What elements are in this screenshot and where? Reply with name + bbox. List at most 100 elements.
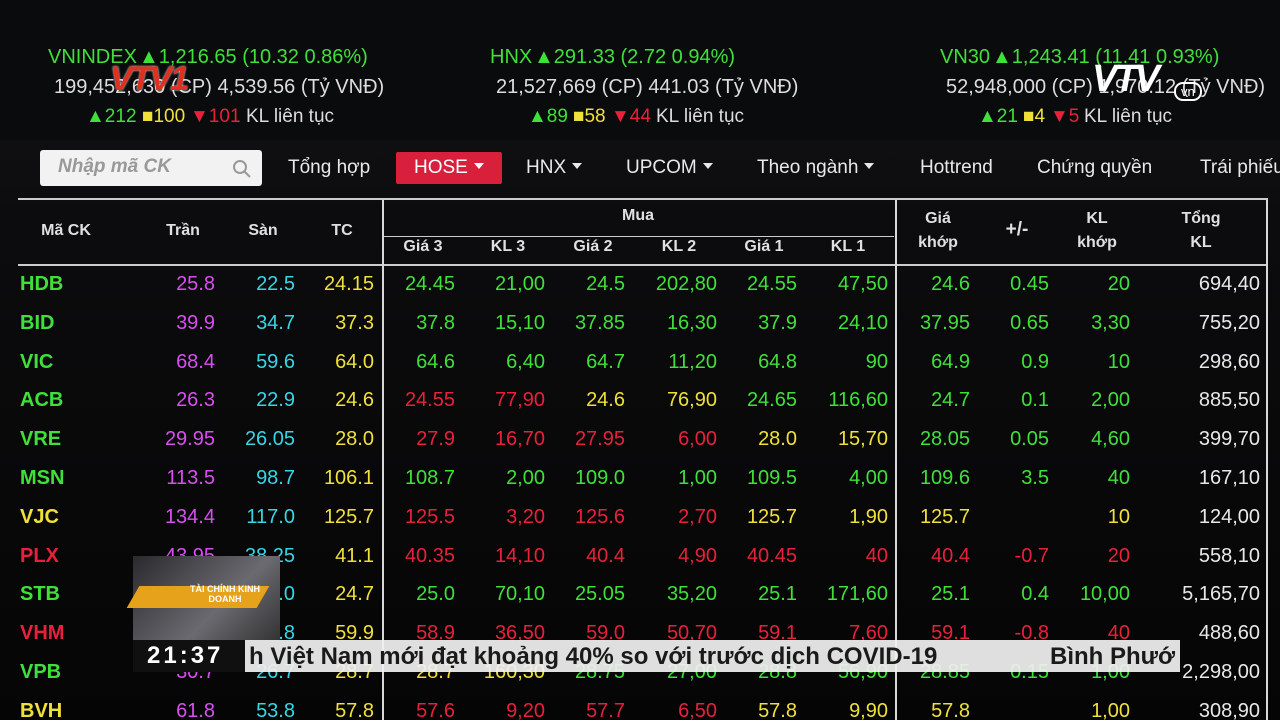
- cell: 5,165,70: [1182, 583, 1260, 606]
- index-bar: [0, 0, 1280, 140]
- index-down: ▼5: [1050, 106, 1080, 127]
- ticker: MSN: [20, 467, 65, 489]
- cell: 108.7: [404, 467, 455, 489]
- index-label: KL liên tục: [1084, 106, 1173, 127]
- headline: h Việt Nam mới đạt khoảng 40% so với trư…: [249, 643, 938, 670]
- tab[interactable]: Theo ngành: [757, 152, 874, 184]
- cell: 2,00: [1091, 389, 1130, 412]
- cell: 64.8: [758, 350, 797, 373]
- cell: 21,00: [494, 273, 545, 295]
- ticker: HDB: [20, 273, 64, 295]
- cell: 24.5: [586, 273, 625, 295]
- ticker: VJC: [20, 505, 59, 528]
- cell: 24.6: [931, 273, 970, 295]
- cell: 4,60: [1091, 428, 1130, 451]
- cell: 76,90: [666, 389, 717, 412]
- tab[interactable]: HNX: [526, 152, 582, 184]
- column-header: Sàn: [248, 222, 278, 239]
- cell: 694,40: [1198, 273, 1260, 295]
- cell: 116,60: [828, 389, 888, 412]
- cell: 171,60: [826, 583, 888, 606]
- cell: 37.8: [416, 311, 455, 334]
- cell: 24.55: [746, 273, 797, 295]
- ticker: PLX: [20, 544, 59, 567]
- cell: 59.6: [256, 350, 295, 373]
- tab[interactable]: UPCOM: [626, 152, 713, 184]
- cell: 29.95: [164, 428, 215, 451]
- cell: 6,40: [506, 350, 545, 373]
- ticker: VPB: [20, 661, 62, 683]
- cell: 90: [865, 350, 888, 373]
- column-header: Mã CK: [41, 222, 91, 239]
- cell: 885,50: [1198, 389, 1260, 412]
- cell: 20: [1107, 273, 1130, 295]
- group-divider: [384, 236, 894, 237]
- column-header: KL 3: [490, 238, 526, 255]
- cell: 125.6: [574, 505, 625, 528]
- cell: 24.55: [404, 389, 455, 412]
- search-box[interactable]: Nhập mã CK: [40, 150, 262, 186]
- cell: 25.05: [574, 583, 625, 606]
- cell: 77,90: [494, 389, 545, 412]
- cell: 22.9: [256, 389, 295, 412]
- tab[interactable]: Tổng hợp: [288, 157, 371, 178]
- cell: 6,50: [678, 699, 717, 720]
- cell: 0.45: [1010, 273, 1049, 295]
- cell: 0.05: [1010, 428, 1049, 451]
- cell: 57.7: [586, 699, 625, 720]
- program-graphic: TÀI CHÍNH KINH DOANH: [126, 556, 280, 640]
- index-volume: 52,948,000 (CP) 1,970.12 (Tỷ VNĐ): [946, 76, 1266, 98]
- tab[interactable]: HOSE: [396, 152, 502, 184]
- cell: 106.1: [323, 467, 374, 489]
- tab[interactable]: Hottrend: [920, 157, 993, 178]
- index-up: ▲21: [978, 106, 1018, 127]
- cell: 4,00: [849, 467, 888, 489]
- cell: 37.9: [758, 311, 797, 334]
- cell: 40.4: [586, 544, 625, 567]
- cell: 59.0: [586, 622, 625, 645]
- cell: 25.1: [931, 583, 970, 606]
- index-change: ▲291.33 (2.72 0.94%): [534, 46, 736, 68]
- group-header: Mua: [622, 207, 654, 224]
- cell: 24.7: [335, 583, 374, 606]
- cell: -0.7: [1014, 544, 1049, 567]
- cell: 10,00: [1079, 583, 1130, 606]
- cell: 109.5: [746, 467, 797, 489]
- clock-box: 21:37: [133, 640, 245, 672]
- tab[interactable]: Trái phiếu: [1200, 157, 1280, 178]
- column-header: TC: [331, 222, 353, 239]
- cell: 0.1: [1021, 389, 1049, 412]
- table-top-border: [18, 198, 1268, 200]
- cell: 34.7: [256, 311, 295, 334]
- cell: 64.7: [586, 350, 625, 373]
- cell: 15,70: [837, 428, 888, 451]
- cell: 124,00: [1198, 505, 1260, 528]
- cell: 125.7: [919, 505, 970, 528]
- cell: 47,50: [837, 273, 888, 295]
- search-icon: [233, 160, 251, 178]
- cell: 0.4: [1021, 583, 1049, 606]
- cell: 15,10: [494, 311, 545, 334]
- tab[interactable]: Chứng quyền: [1037, 157, 1153, 178]
- column-divider: [382, 200, 384, 720]
- cell: 20: [1107, 544, 1130, 567]
- cell: 16,70: [494, 428, 545, 451]
- cell: 59.9: [335, 622, 374, 645]
- cell: 22.5: [256, 273, 295, 295]
- column-divider: [895, 200, 897, 720]
- program-title: TÀI CHÍNH KINH DOANH: [190, 584, 260, 604]
- index-name: VNINDEX: [48, 46, 137, 68]
- cell: 1,90: [849, 505, 888, 528]
- cell: 3,30: [1091, 311, 1130, 334]
- ticker: VIC: [20, 350, 54, 373]
- cell: 488,60: [1198, 622, 1260, 645]
- cell: 24.6: [335, 389, 374, 412]
- cell: 40.35: [404, 544, 455, 567]
- cell: 37.95: [919, 311, 970, 334]
- cell: 24,10: [837, 311, 888, 334]
- cell: 36,50: [494, 622, 545, 645]
- column-header: KL khớp: [1077, 210, 1117, 251]
- network-logo: VTV: [1092, 58, 1160, 100]
- cell: 167,10: [1198, 467, 1260, 489]
- ticker: BVH: [20, 699, 63, 720]
